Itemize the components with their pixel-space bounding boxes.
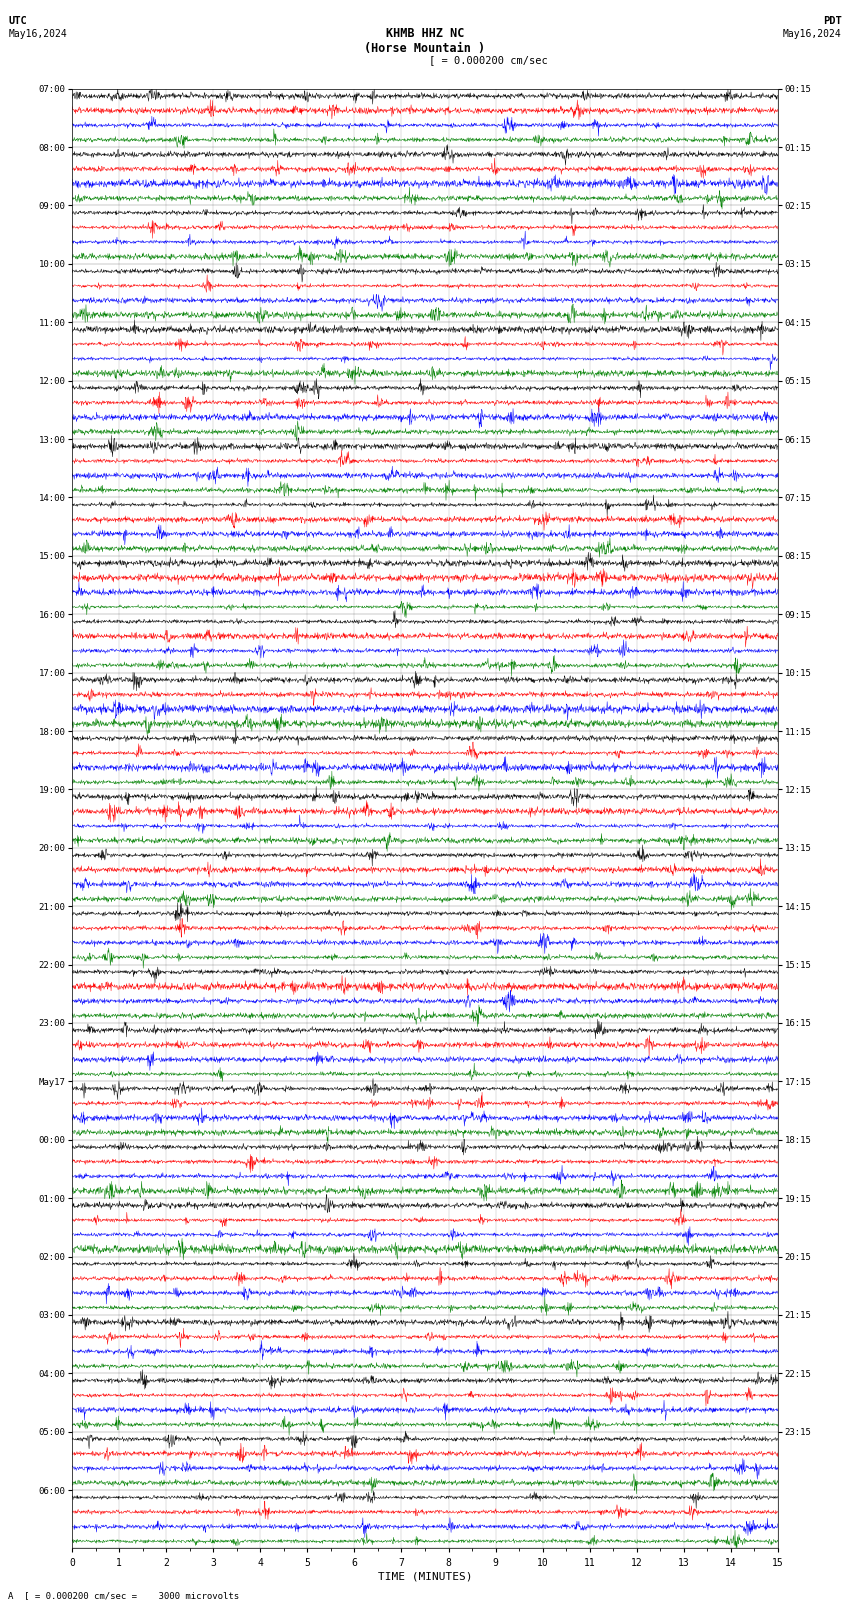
Text: A  [ = 0.000200 cm/sec =    3000 microvolts: A [ = 0.000200 cm/sec = 3000 microvolts	[8, 1590, 240, 1600]
Text: KHMB HHZ NC: KHMB HHZ NC	[386, 27, 464, 40]
Text: [ = 0.000200 cm/sec: [ = 0.000200 cm/sec	[429, 55, 548, 65]
Text: PDT: PDT	[823, 16, 842, 26]
Text: May16,2024: May16,2024	[8, 29, 67, 39]
Text: UTC: UTC	[8, 16, 27, 26]
X-axis label: TIME (MINUTES): TIME (MINUTES)	[377, 1571, 473, 1582]
Text: (Horse Mountain ): (Horse Mountain )	[365, 42, 485, 55]
Text: May16,2024: May16,2024	[783, 29, 842, 39]
